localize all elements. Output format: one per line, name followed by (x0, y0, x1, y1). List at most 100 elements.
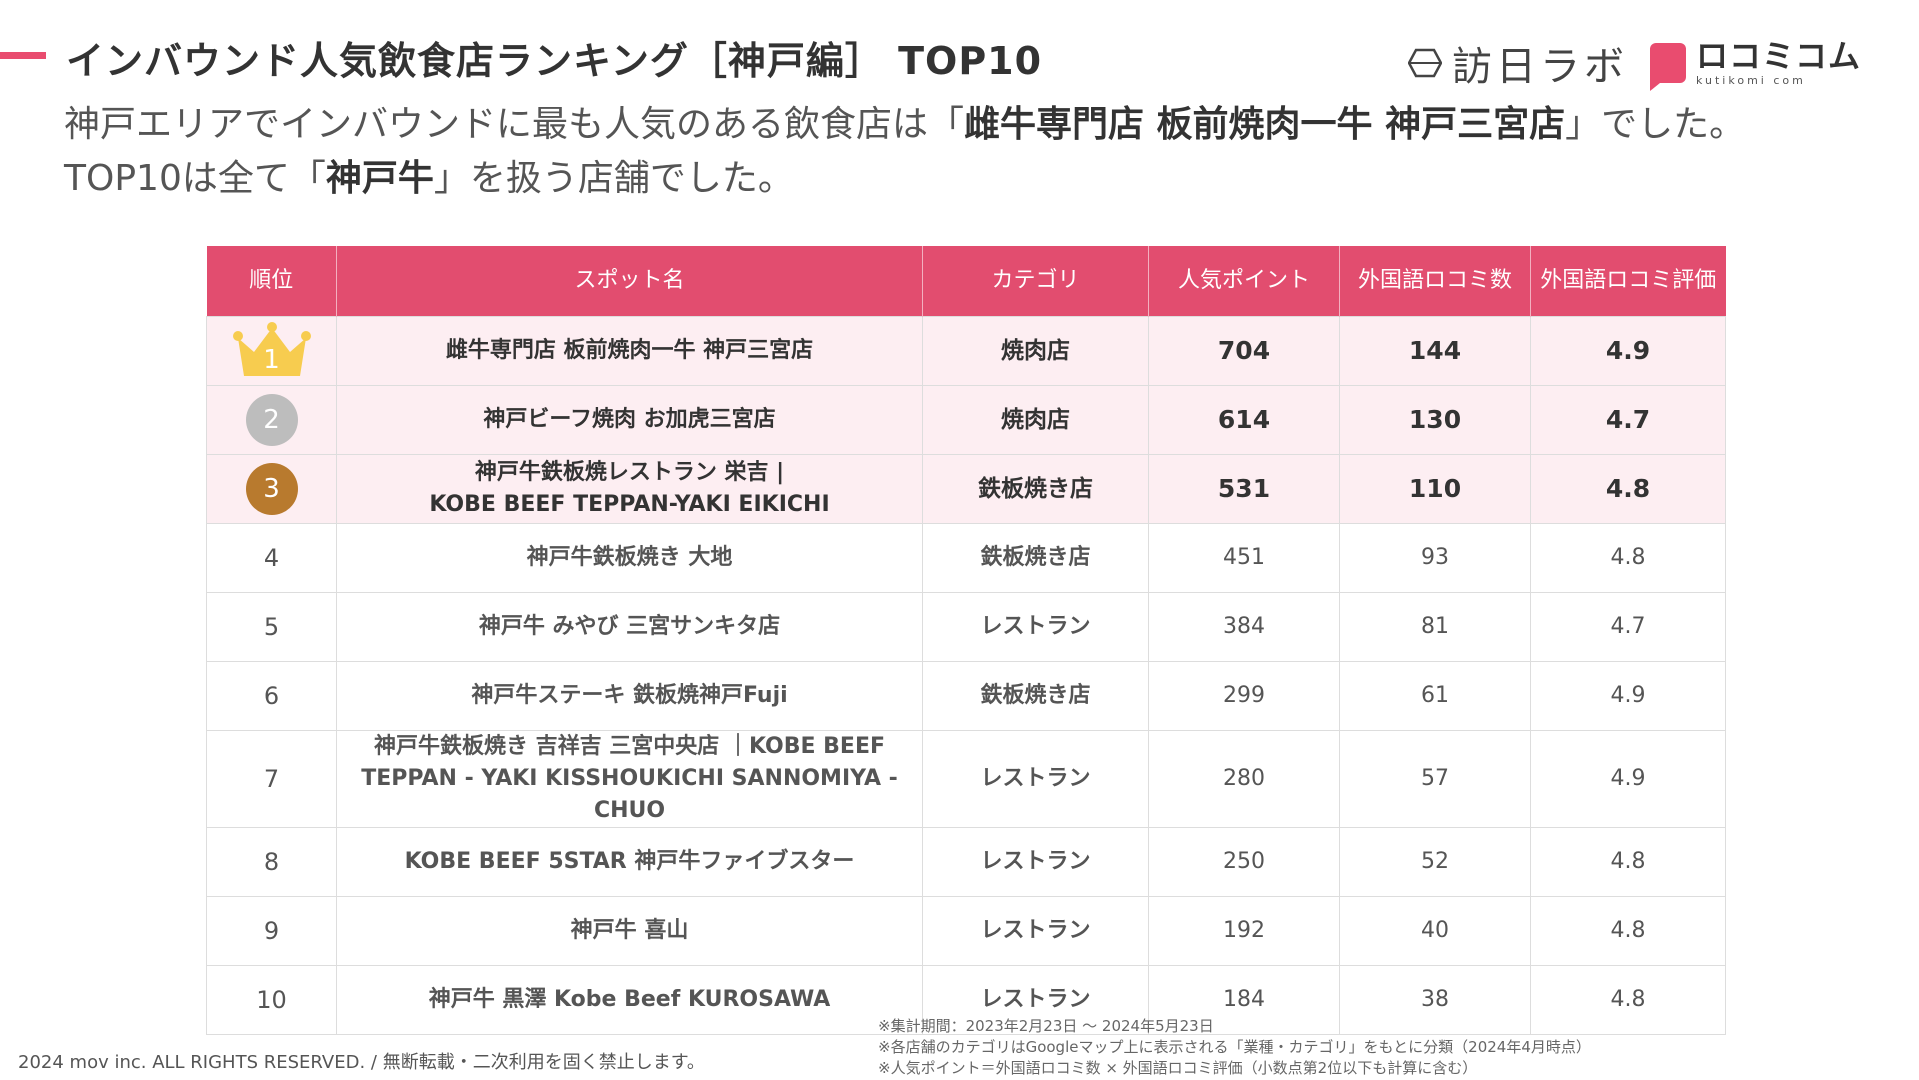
header-spot-name: スポット名 (336, 246, 923, 317)
table-row: 1 雌牛専門店 板前焼肉一牛 神戸三宮店 焼肉店 704 144 4.9 (206, 316, 1726, 386)
header-foreign-review-rating: 外国語ロコミ評価 (1530, 246, 1726, 317)
table-row: 2 神戸ビーフ焼肉 お加虎三宮店 焼肉店 614 130 4.7 (206, 385, 1726, 455)
review-rating-cell: 4.8 (1530, 965, 1726, 1035)
header-category: カテゴリ (922, 246, 1149, 317)
popularity-points-cell: 614 (1148, 385, 1340, 455)
popularity-points-cell: 192 (1148, 896, 1340, 966)
rank-cell: 9 (206, 896, 337, 966)
spot-name-cell: 神戸牛鉄板焼き 大地 (336, 523, 923, 593)
rank-cell: 5 (206, 592, 337, 662)
logo-area: 訪日ラボ ロコミコム kutikomi com (1407, 34, 1861, 92)
review-rating-cell: 4.8 (1530, 454, 1726, 524)
gold-crown-icon: 1 (232, 322, 312, 380)
rank-cell: 10 (206, 965, 337, 1035)
rank-cell: 8 (206, 827, 337, 897)
spot-name-cell: 神戸ビーフ焼肉 お加虎三宮店 (336, 385, 923, 455)
table-row: 8 KOBE BEEF 5STAR 神戸牛ファイブスター レストラン 250 52 4.8 (206, 827, 1726, 897)
review-count-cell: 110 (1339, 454, 1531, 524)
subtitle-text-3: 」を扱う店舗でした。 (433, 158, 794, 199)
page-title: インバウンド人気飲食店ランキング［神戸編］ TOP10 (66, 39, 1043, 83)
review-count-cell: 61 (1339, 661, 1531, 731)
review-count-cell: 81 (1339, 592, 1531, 662)
rank-cell: 6 (206, 661, 337, 731)
table-row: 7 神戸牛鉄板焼き 吉祥吉 三宮中央店 ｜KOBE BEEF TEPPAN - YA… (206, 730, 1726, 828)
popularity-points-cell: 184 (1148, 965, 1340, 1035)
spot-name-line-1: 神戸牛 喜山 (570, 918, 689, 943)
table-row: 10 神戸牛 黒澤 Kobe Beef KUROSAWA レストラン 184 38 4.8 (206, 965, 1726, 1035)
popularity-points-cell: 704 (1148, 316, 1340, 386)
spot-name-line-1: 神戸ビーフ焼肉 お加虎三宮店 (483, 407, 776, 432)
table-row: 9 神戸牛 喜山 レストラン 192 40 4.8 (206, 896, 1726, 966)
hexagon-logo-icon (1407, 48, 1442, 78)
review-count-cell: 40 (1339, 896, 1531, 966)
header-rank: 順位 (206, 246, 337, 317)
spot-name-cell: 神戸牛 みやび 三宮サンキタ店 (336, 592, 923, 662)
category-cell: レストラン (922, 827, 1149, 897)
review-rating-cell: 4.7 (1530, 385, 1726, 455)
category-cell: 焼肉店 (922, 385, 1149, 455)
rank-cell: 7 (206, 730, 337, 828)
spot-name-cell: 神戸牛 黒澤 Kobe Beef KUROSAWA (336, 965, 923, 1035)
spot-name-line-1: 神戸牛 黒澤 Kobe Beef KUROSAWA (428, 987, 831, 1012)
footnote-category: ※各店舗のカテゴリはGoogleマップ上に表示される「業種・カテゴリ」をもとに分… (878, 1038, 1591, 1056)
bronze-medal-icon: 3 (245, 463, 298, 515)
category-cell: レストラン (922, 965, 1149, 1035)
kutikomi-logo-sub: kutikomi com (1695, 74, 1806, 87)
spot-name-line-1: 神戸牛鉄板焼き 大地 (526, 545, 733, 570)
page-subtitle: 神戸エリアでインバウンドに最も人気のある飲食店は「雌牛専門店 板前焼肉一牛 神戸… (64, 98, 1824, 206)
rank-cell: 4 (206, 523, 337, 593)
category-cell: 鉄板焼き店 (922, 523, 1149, 593)
spot-name-cell: 神戸牛鉄板焼レストラン 栄吉 | KOBE BEEF TEPPAN-YAKI EI… (336, 454, 923, 524)
rank-number: 2 (263, 405, 280, 435)
footnote-points-formula: ※人気ポイント＝外国語ロコミ数 × 外国語ロコミ評価（小数点第2位以下も計算に含… (878, 1059, 1478, 1077)
subtitle-highlight-kobe-beef: 神戸牛 (325, 158, 434, 199)
popularity-points-cell: 451 (1148, 523, 1340, 593)
title-accent-bar (0, 52, 46, 59)
table-row: 3 神戸牛鉄板焼レストラン 栄吉 | KOBE BEEF TEPPAN-YAKI E… (206, 454, 1726, 524)
category-cell: レストラン (922, 592, 1149, 662)
kutikomi-logo-name: ロコミコム (1695, 37, 1861, 75)
category-cell: 鉄板焼き店 (922, 661, 1149, 731)
subtitle-highlight-top-spot: 雌牛専門店 板前焼肉一牛 神戸三宮店 (964, 104, 1566, 145)
popularity-points-cell: 299 (1148, 661, 1340, 731)
honichi-labo-logo: 訪日ラボ (1407, 34, 1628, 92)
subtitle-text-1: 神戸エリアでインバウンドに最も人気のある飲食店は「 (64, 104, 965, 145)
copyright-footer: 2024 mov inc. ALL RIGHTS RESERVED. / 無断転… (18, 1052, 705, 1073)
table-header-row: 順位 スポット名 カテゴリ 人気ポイント 外国語ロコミ数 外国語ロコミ評価 (206, 246, 1726, 317)
rank-number: 1 (263, 345, 280, 375)
review-count-cell: 144 (1339, 316, 1531, 386)
review-rating-cell: 4.8 (1530, 523, 1726, 593)
rank-number: 3 (263, 474, 280, 504)
category-cell: 鉄板焼き店 (922, 454, 1149, 524)
spot-name-line-1: 神戸牛 みやび 三宮サンキタ店 (478, 614, 781, 639)
spot-name-line-2: TEPPAN - YAKI KISSHOUKICHI SANNOMIYA - C… (361, 766, 898, 823)
spot-name-cell: 雌牛専門店 板前焼肉一牛 神戸三宮店 (336, 316, 923, 386)
header-popularity-points: 人気ポイント (1148, 246, 1340, 317)
rank-cell: 2 (206, 385, 337, 455)
footnotes: ※集計期間：2023年2月23日 〜 2024年5月23日 ※各店舗のカテゴリは… (878, 1016, 1591, 1079)
ranking-table: 順位 スポット名 カテゴリ 人気ポイント 外国語ロコミ数 外国語ロコミ評価 1 雌… (206, 246, 1726, 1035)
review-count-cell: 130 (1339, 385, 1531, 455)
kutikomi-logo: ロコミコム kutikomi com (1649, 37, 1861, 91)
review-rating-cell: 4.9 (1530, 316, 1726, 386)
table-row: 5 神戸牛 みやび 三宮サンキタ店 レストラン 384 81 4.7 (206, 592, 1726, 662)
honichi-labo-logo-text: 訪日ラボ (1451, 44, 1628, 90)
spot-name-line-1: 雌牛専門店 板前焼肉一牛 神戸三宮店 (445, 338, 814, 363)
popularity-points-cell: 384 (1148, 592, 1340, 662)
popularity-points-cell: 280 (1148, 730, 1340, 828)
review-rating-cell: 4.7 (1530, 592, 1726, 662)
review-rating-cell: 4.9 (1530, 661, 1726, 731)
footnote-period: ※集計期間：2023年2月23日 〜 2024年5月23日 (878, 1017, 1214, 1035)
spot-name-cell: 神戸牛 喜山 (336, 896, 923, 966)
speech-bubble-logo-icon (1649, 43, 1686, 91)
review-rating-cell: 4.9 (1530, 730, 1726, 828)
rank-cell: 3 (206, 454, 337, 524)
header-foreign-review-count: 外国語ロコミ数 (1339, 246, 1531, 317)
spot-name-line-1: KOBE BEEF 5STAR 神戸牛ファイブスター (404, 849, 855, 874)
category-cell: レストラン (922, 896, 1149, 966)
table-row: 6 神戸牛ステーキ 鉄板焼神戸Fuji 鉄板焼き店 299 61 4.9 (206, 661, 1726, 731)
spot-name-cell: 神戸牛ステーキ 鉄板焼神戸Fuji (336, 661, 923, 731)
review-rating-cell: 4.8 (1530, 827, 1726, 897)
spot-name-line-1: 神戸牛ステーキ 鉄板焼神戸Fuji (471, 683, 788, 708)
category-cell: 焼肉店 (922, 316, 1149, 386)
